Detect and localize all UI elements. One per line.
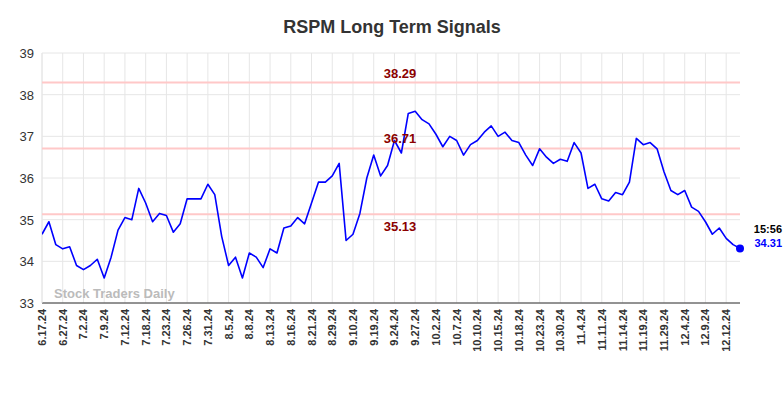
x-tick-label: 10.18.24	[513, 308, 525, 352]
x-tick-label: 7.2.24	[77, 308, 89, 339]
grid-line-x	[601, 53, 602, 303]
y-tick-label: 37	[20, 129, 34, 144]
x-tick-label: 10.30.24	[554, 308, 566, 352]
watermark: Stock Traders Daily	[54, 286, 175, 301]
grid-line-x	[622, 53, 623, 303]
chart: RSPM Long Term Signals 33 34 35 36 37 38 39 6.17…	[0, 0, 784, 398]
grid-line-x	[456, 53, 457, 303]
grid-line-x	[560, 53, 561, 303]
grid-line-x	[581, 53, 582, 303]
grid-line-x	[663, 53, 664, 303]
end-value: 34.31	[754, 237, 782, 249]
grid-line-x	[42, 53, 43, 303]
grid-line-x	[394, 53, 395, 303]
x-tick-label: 10.2.24	[430, 308, 442, 346]
x-tick-label: 8.16.24	[285, 308, 297, 346]
plot-area	[42, 83, 740, 278]
grid-line	[42, 178, 740, 179]
grid-line-x	[518, 53, 519, 303]
x-tick-label: 9.24.24	[388, 308, 400, 346]
grid-line	[42, 261, 740, 262]
x-tick-label: 10.10.24	[471, 308, 483, 352]
grid-line-x	[539, 53, 540, 303]
price-line	[42, 111, 740, 278]
grid-line-x	[145, 53, 146, 303]
signal-label: 38.29	[384, 66, 417, 81]
grid-line-x	[643, 53, 644, 303]
x-tick-label: 8.21.24	[306, 308, 318, 346]
x-tick-label: 11.29.24	[658, 308, 670, 351]
x-tick-label: 7.9.24	[98, 308, 110, 339]
last-point	[736, 244, 744, 252]
x-tick-label: 6.17.24	[36, 308, 48, 346]
grid-line-x	[726, 53, 727, 303]
x-tick-label: 11.14.24	[617, 308, 629, 351]
x-tick-label: 8.29.24	[326, 308, 338, 346]
signal-label: 35.13	[384, 219, 417, 234]
grid-line-x	[705, 53, 706, 303]
x-tick-label: 6.27.24	[57, 308, 69, 346]
grid-line	[42, 53, 740, 54]
x-tick-label: 9.27.24	[409, 308, 421, 346]
grid-line-x	[415, 53, 416, 303]
x-tick-label: 11.11.24	[596, 308, 608, 350]
x-tick-label: 7.18.24	[140, 308, 152, 346]
grid-line-x	[270, 53, 271, 303]
y-tick-label: 33	[20, 296, 34, 311]
grid-line-x	[124, 53, 125, 303]
grid-line-x	[332, 53, 333, 303]
grid-line-x	[104, 53, 105, 303]
y-axis	[42, 53, 43, 303]
x-tick-label: 7.26.24	[181, 308, 193, 346]
signal-label: 36.71	[384, 131, 417, 146]
grid-line-x	[166, 53, 167, 303]
grid-line-x	[207, 53, 208, 303]
y-tick-label: 36	[20, 171, 34, 186]
x-tick-label: 12.12.24	[720, 308, 732, 352]
x-tick-label: 9.10.24	[347, 308, 359, 346]
x-tick-label: 12.9.24	[699, 308, 711, 346]
x-tick-label: 10.15.24	[492, 308, 504, 352]
x-tick-label: 11.19.24	[637, 308, 649, 351]
grid-line-x	[352, 53, 353, 303]
grid-line-x	[498, 53, 499, 303]
y-tick-label: 39	[20, 46, 34, 61]
grid-line-x	[249, 53, 250, 303]
signal-line	[42, 213, 740, 215]
grid-line-x	[684, 53, 685, 303]
y-tick-label: 35	[20, 213, 34, 228]
x-tick-label: 8.8.24	[243, 308, 255, 339]
x-tick-label: 9.19.24	[368, 308, 380, 346]
signal-line	[42, 82, 740, 84]
x-tick-label: 8.13.24	[264, 308, 276, 346]
grid-line	[42, 303, 740, 304]
title: RSPM Long Term Signals	[283, 17, 501, 37]
y-tick-label: 38	[20, 88, 34, 103]
grid-line-x	[290, 53, 291, 303]
grid-line-x	[373, 53, 374, 303]
grid-line-x	[83, 53, 84, 303]
grid-line-x	[62, 53, 63, 303]
x-tick-label: 10.7.24	[451, 308, 463, 346]
x-tick-label: 7.12.24	[119, 308, 131, 346]
x-tick-label: 7.23.24	[160, 308, 172, 346]
grid-line-x	[477, 53, 478, 303]
x-tick-label: 10.23.24	[534, 308, 546, 352]
x-tick-label: 8.5.24	[223, 308, 235, 339]
grid-line-x	[187, 53, 188, 303]
x-tick-label: 7.31.24	[202, 308, 214, 346]
x-tick-label: 11.4.24	[575, 308, 587, 345]
grid-line	[42, 94, 740, 95]
y-tick-label: 34	[20, 254, 34, 269]
grid-line-x	[311, 53, 312, 303]
grid-line-x	[435, 53, 436, 303]
x-axis	[42, 303, 740, 304]
end-time: 15:56	[754, 223, 782, 235]
x-tick-label: 12.4.24	[679, 308, 691, 346]
